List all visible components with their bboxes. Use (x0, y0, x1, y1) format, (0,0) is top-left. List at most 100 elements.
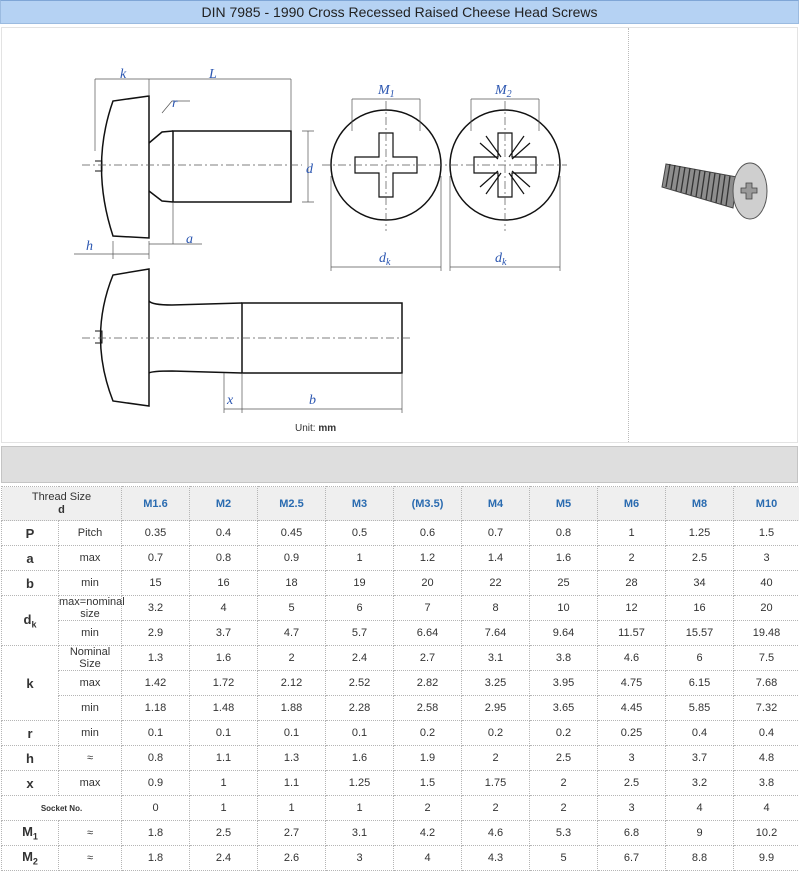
table-cell: 3.95 (529, 670, 598, 696)
thread-size-header: Thread Size d (1, 486, 122, 521)
table-cell: 11.57 (597, 620, 666, 646)
table-cell: 1.5 (733, 520, 799, 546)
table-cell: 3.7 (189, 620, 258, 646)
dimensions-table: Thread Size d M1.6 M2 M2.5 M3 (M3.5) M4 M5 M6 M8 M… (1, 486, 799, 871)
table-cell: 4 (665, 795, 734, 821)
row-symbol: a (1, 545, 59, 571)
table-cell: 5.7 (325, 620, 394, 646)
table-cell: 3 (733, 545, 799, 571)
table-cell: 1.48 (189, 695, 258, 721)
table-cell: 0.7 (121, 545, 190, 571)
table-cell: 5 (529, 845, 598, 871)
row-symbol: b (1, 570, 59, 596)
label-d: d (306, 162, 314, 177)
table-cell: 1.6 (189, 645, 258, 671)
table-cell: 1.1 (189, 745, 258, 771)
table-cell: 3.1 (325, 820, 394, 846)
table-cell: 0.8 (529, 520, 598, 546)
table-cell: 0.35 (121, 520, 190, 546)
row-description: ≈ (58, 745, 122, 771)
row-symbol: dk (1, 595, 59, 646)
table-row: Socket No. 0 1 1 1 2 2 2 3 4 4 (1, 795, 799, 821)
table-cell: 2.9 (121, 620, 190, 646)
label-m1: M1 (377, 83, 395, 100)
table-cell: 0.8 (189, 545, 258, 571)
table-cell: 1.3 (121, 645, 190, 671)
size-header-m3: M3 (325, 486, 394, 521)
table-row: M1 ≈1.8 2.5 2.7 3.1 4.2 4.6 5.3 6.8 9 10.2 (1, 820, 799, 846)
table-cell: 5.3 (529, 820, 598, 846)
label-L: L (208, 67, 217, 82)
row-description: max (58, 545, 122, 571)
label-r: r (172, 96, 178, 111)
row-description: Nominal Size (58, 645, 122, 671)
table-cell: 5 (257, 595, 326, 621)
table-cell: 1.1 (257, 770, 326, 796)
table-cell: 12 (597, 595, 666, 621)
table-cell: 7.64 (461, 620, 530, 646)
table-cell: 1 (325, 795, 394, 821)
table-cell: 3.8 (733, 770, 799, 796)
table-cell: 9.64 (529, 620, 598, 646)
table-row: b min 15 16 18 19 20 22 25 28 34 40 (1, 570, 799, 596)
table-cell: 1.3 (257, 745, 326, 771)
table-row: min 2.9 3.7 4.7 5.7 6.64 7.64 9.64 11.57 15.57 19.… (2, 620, 799, 646)
section-bar (1, 446, 798, 483)
table-row: P Pitch 0.35 0.4 0.45 0.5 0.6 0.7 0.8 1 1.25 1.5 (1, 520, 799, 546)
table-cell: 0.2 (461, 720, 530, 746)
table-cell: 4.6 (597, 645, 666, 671)
table-cell: 2.4 (325, 645, 394, 671)
table-cell: 0.1 (257, 720, 326, 746)
size-header-m4: M4 (461, 486, 530, 521)
table-cell: 0.6 (393, 520, 462, 546)
table-cell: 8 (461, 595, 530, 621)
table-cell: 2.82 (393, 670, 462, 696)
table-cell: 2.95 (461, 695, 530, 721)
size-header-m2.5: M2.5 (257, 486, 326, 521)
label-h: h (86, 239, 93, 254)
table-cell: 2 (461, 795, 530, 821)
table-cell: 1 (189, 795, 258, 821)
label-dk-1: dk (379, 251, 391, 268)
table-cell: 9.9 (733, 845, 799, 871)
table-cell: 1.25 (665, 520, 734, 546)
size-header-m6: M6 (597, 486, 666, 521)
table-cell: 1.18 (121, 695, 190, 721)
table-cell: 7.68 (733, 670, 799, 696)
table-cell: 6.15 (665, 670, 734, 696)
table-cell: 0.4 (665, 720, 734, 746)
table-cell: 3.2 (665, 770, 734, 796)
table-row: M2 ≈1.8 2.4 2.6 3 4 4.3 5 6.7 8.8 9.9 (1, 845, 799, 871)
table-cell: 2 (597, 545, 666, 571)
table-cell: 0.4 (189, 520, 258, 546)
table-cell: 3 (597, 795, 666, 821)
table-cell: 2 (529, 795, 598, 821)
table-cell: 6.7 (597, 845, 666, 871)
table-cell: 5.85 (665, 695, 734, 721)
row-symbol: x (1, 770, 59, 796)
table-cell: 25 (529, 570, 598, 596)
table-cell: 1.25 (325, 770, 394, 796)
label-dk-2: dk (495, 251, 507, 268)
table-cell: 1.6 (325, 745, 394, 771)
table-cell: 0 (121, 795, 190, 821)
table-cell: 0.1 (121, 720, 190, 746)
row-description: min (58, 695, 122, 721)
table-cell: 1 (325, 545, 394, 571)
row-label-socket-no: Socket No. (1, 795, 122, 821)
table-cell: 2.5 (665, 545, 734, 571)
table-cell: 1.72 (189, 670, 258, 696)
table-cell: 4.3 (461, 845, 530, 871)
panel-divider (628, 28, 629, 442)
bottom-screw-head (99, 268, 150, 407)
table-cell: 4.6 (461, 820, 530, 846)
table-cell: 2.58 (393, 695, 462, 721)
table-cell: 4.45 (597, 695, 666, 721)
label-k: k (120, 67, 127, 82)
table-cell: 0.45 (257, 520, 326, 546)
table-cell: 3 (325, 845, 394, 871)
label-b: b (309, 393, 316, 408)
top-screw-head (100, 95, 150, 239)
table-cell: 7.32 (733, 695, 799, 721)
size-header-m1.6: M1.6 (121, 486, 190, 521)
